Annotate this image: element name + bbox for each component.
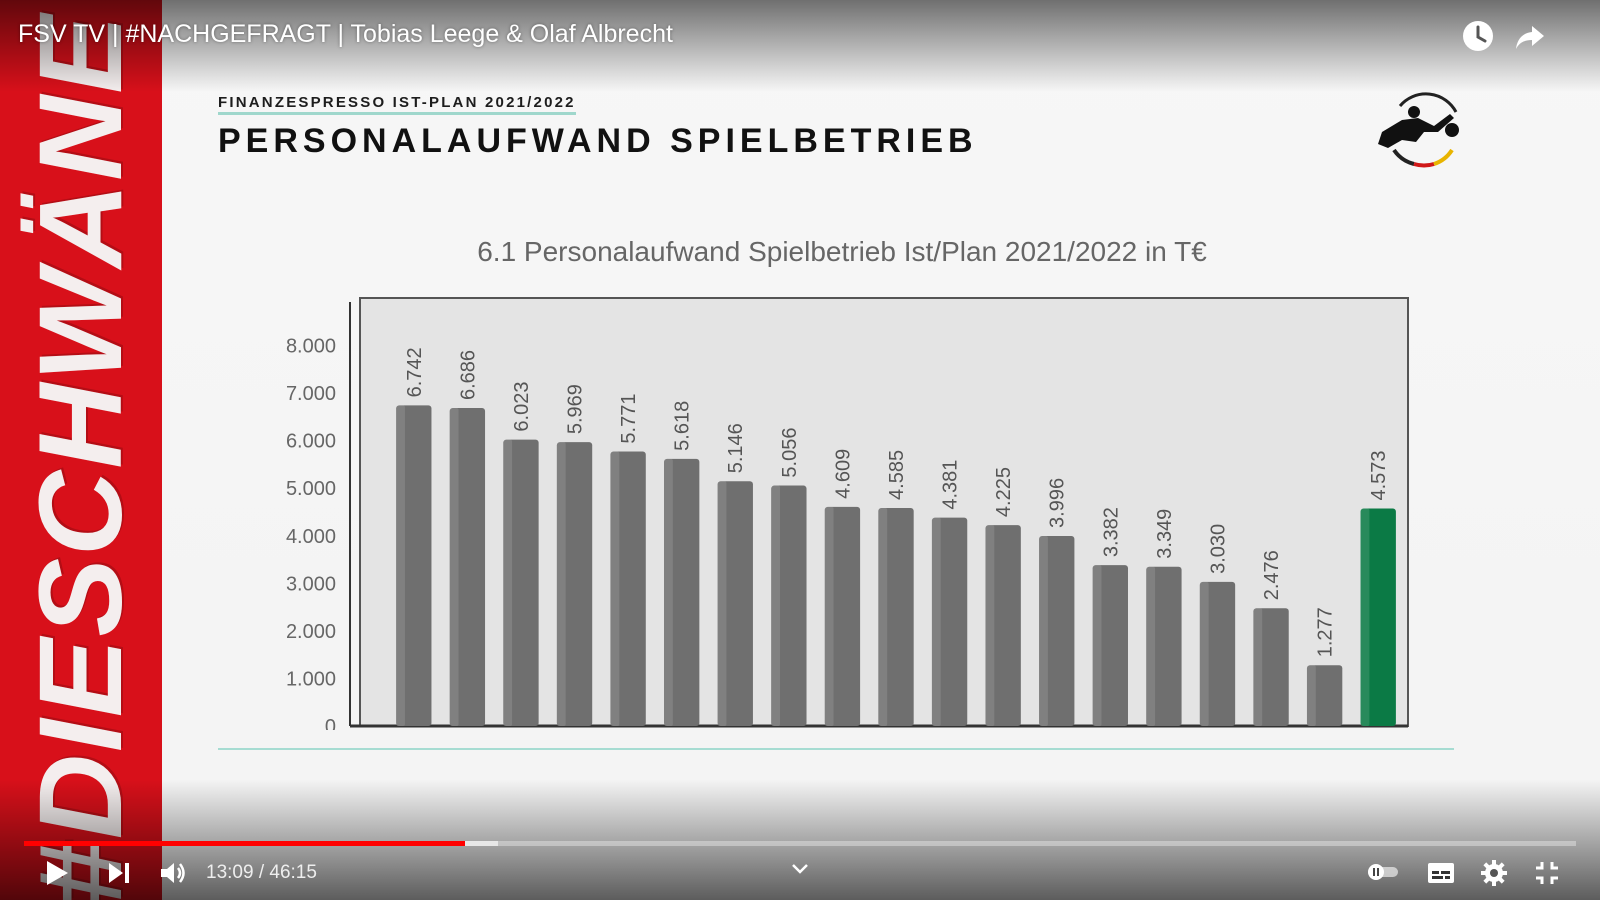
bar [717,481,753,726]
bar-highlight [1146,566,1156,726]
bar-value-label: 1.277 [1315,607,1337,657]
divider-line [218,748,1454,750]
autoplay-toggle-icon[interactable] [1366,862,1400,882]
slide-kicker: FINANZESPRESSO IST-PLAN 2021/2022 [218,94,576,115]
volume-icon[interactable] [158,858,188,888]
bar-highlight [610,451,620,726]
progress-bar[interactable] [24,841,1576,846]
bar [664,458,700,726]
bar-highlight [717,481,727,726]
bar [396,405,432,726]
progress-played [24,841,466,846]
banner-text: #DIESCHWÄNE [15,13,147,900]
y-tick-label: 4.000 [286,526,336,548]
time-display: 13:09 / 46:15 [206,862,317,883]
y-tick-label: 3.000 [286,573,336,595]
bar-value-label: 6.686 [457,350,479,400]
share-icon[interactable] [1512,18,1548,54]
bar-highlight [1039,535,1048,726]
bar [824,506,861,726]
bar-highlight [503,439,513,726]
bar [1146,566,1182,726]
bar [985,525,1021,726]
bar-value-label: 4.225 [993,467,1015,517]
y-tick-label: 2.000 [286,621,336,643]
bar-value-label: 5.056 [779,427,801,477]
video-title[interactable]: FSV TV | #NACHGEFRAGT | Tobias Leege & O… [18,20,673,48]
chart-title: 6.1 Personalaufwand Spielbetrieb Ist/Pla… [477,236,1207,267]
y-tick-label: 8.000 [286,336,336,358]
bar-value-label: 4.585 [886,450,908,500]
y-tick-label: 7.000 [286,383,336,405]
bar [1199,581,1236,726]
bar-highlight [1199,581,1209,726]
bar-highlight [878,507,888,726]
bar-value-label: 5.969 [565,384,587,434]
bar-chart: 0 1.000 2.000 3.000 4.000 5.000 6.000 7.000 8.00… [286,297,1409,730]
clock-icon[interactable] [1460,18,1496,54]
bar [1306,665,1343,726]
bar-highlight [931,517,941,726]
next-icon[interactable] [106,860,132,886]
controls-bar [0,780,1600,900]
slide: FINANZESPRESSO IST-PLAN 2021/2022 PERSON… [162,0,1600,900]
bar-highlight [1306,665,1316,726]
exit-fullscreen-icon[interactable] [1534,860,1560,886]
bar [1360,508,1396,726]
bar [1039,535,1075,726]
side-banner: #DIESCHWÄNE [0,0,162,900]
bar-highlight [985,525,995,726]
bar-value-label: 5.146 [725,423,747,473]
bar [878,507,914,726]
bar-highlight [664,458,673,726]
top-bar: FSV TV | #NACHGEFRAGT | Tobias Leege & O… [0,0,1600,92]
bar [771,485,807,726]
bar-highlight [396,405,405,726]
bar [503,439,539,726]
bar [556,442,593,726]
bar-value-label: 3.349 [1154,509,1176,559]
bar [1092,565,1128,726]
bar-value-label: 6.742 [404,347,426,397]
y-tick-label: 1.000 [286,668,336,690]
bar [449,408,486,726]
chevron-down-icon[interactable] [790,862,810,876]
bar-value-label: 6.023 [511,382,533,432]
bar-highlight [449,408,459,726]
bar-highlight [771,485,781,726]
y-tick-label: 5.000 [286,478,336,500]
bar-value-label: 4.609 [832,449,854,499]
gear-icon[interactable] [1480,859,1508,887]
dfl-logo [1378,92,1459,168]
y-tick-label: 6.000 [286,431,336,453]
slide-title: PERSONALAUFWAND SPIELBETRIEB [218,122,978,160]
bar-value-label: 5.771 [618,393,640,443]
bar-highlight [556,442,566,726]
bar-value-label: 4.381 [940,460,962,510]
subtitles-icon[interactable] [1426,860,1456,886]
bar-highlight [1253,608,1263,726]
bar-value-label: 3.030 [1207,524,1229,574]
bar [931,517,968,726]
bar-value-label: 2.476 [1261,550,1283,600]
bar-value-label: 4.573 [1368,450,1390,500]
bar-value-label: 3.996 [1047,478,1069,528]
bar [610,451,646,726]
bar-highlight [1360,508,1370,726]
bar-highlight [1092,565,1102,726]
bar-highlight [824,506,834,726]
y-tick-label: 0 [325,716,336,730]
play-icon[interactable] [44,858,70,888]
bar-value-label: 5.618 [672,401,694,451]
bar [1253,608,1289,726]
bar-value-label: 3.382 [1100,507,1122,557]
